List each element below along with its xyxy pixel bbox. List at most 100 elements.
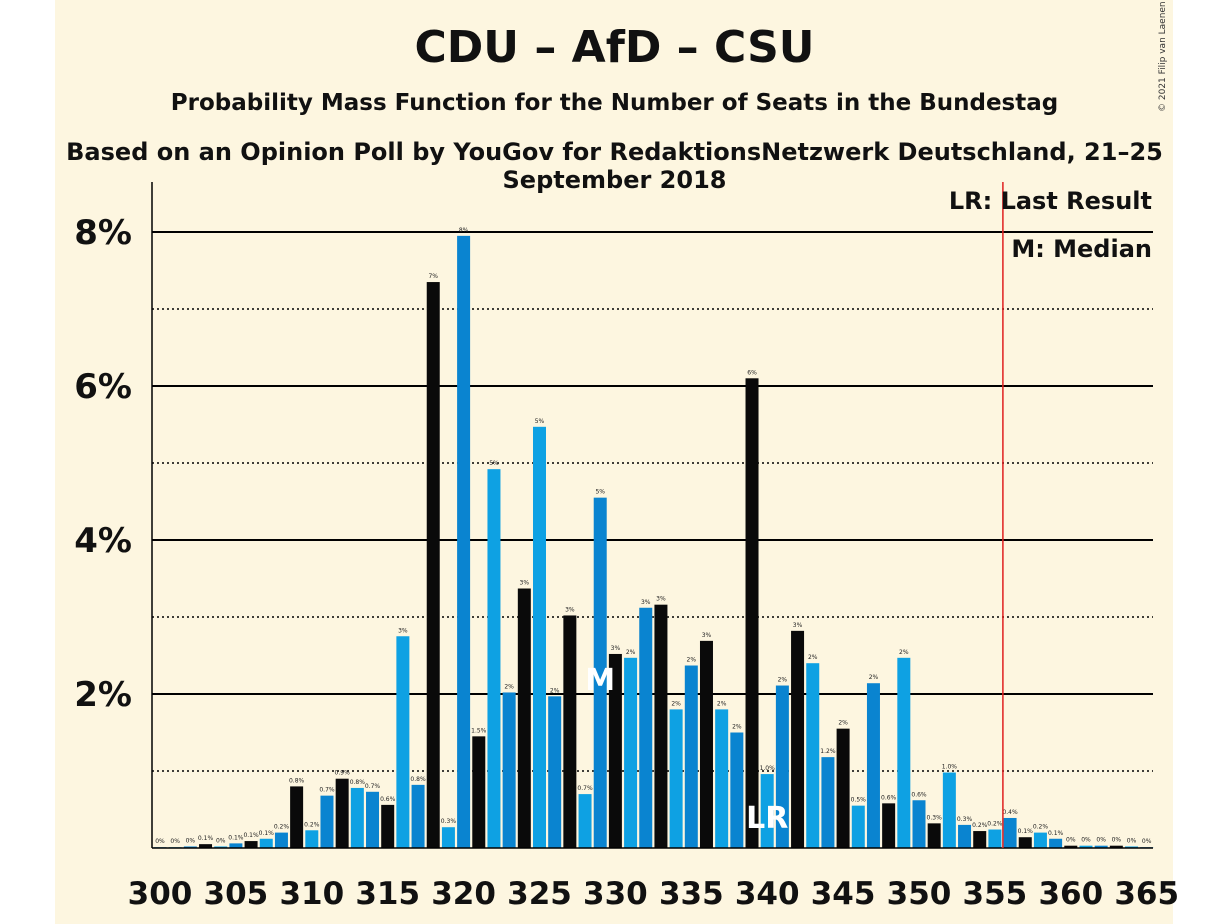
x-tick-label: 325 [507,876,572,912]
bar-label-seat-361: 0% [1081,837,1091,844]
bar-seat-342 [791,630,805,848]
bar-seat-311 [320,795,334,848]
bar-label-seat-357: 0.1% [1018,828,1034,835]
x-tick-label: 300 [128,876,193,912]
bar-seat-355 [988,829,1002,848]
bar-seat-334 [669,709,683,848]
bar-label-seat-303: 0.1% [198,835,214,842]
chart-source: Based on an Opinion Poll by YouGov for R… [66,138,1163,194]
bar-seat-349 [897,657,911,848]
y-tick-label: 4% [74,521,132,561]
bar-label-seat-365: 0% [1142,838,1152,845]
bar-label-seat-338: 2% [732,724,742,731]
bar-label-seat-314: 0.7% [365,783,381,790]
bar-label-seat-301: 0% [170,838,180,845]
bar-label-seat-319: 0.3% [441,818,457,825]
bar-label-seat-313: 0.8% [350,779,366,786]
bar-seat-339 [745,378,759,848]
x-tick-label: 355 [963,876,1028,912]
bar-series [153,235,1154,849]
grid-lines [152,231,1153,772]
bar-seat-304 [214,846,228,848]
bar-seat-346 [851,805,865,848]
bar-label-seat-341: 2% [778,677,788,684]
bar-seat-363 [1109,845,1123,848]
bar-seat-310 [305,830,319,848]
bar-label-seat-300: 0% [155,838,165,845]
bar-seat-350 [912,800,926,848]
x-tick-label: 305 [204,876,269,912]
bar-seat-320 [457,235,471,849]
bar-label-seat-307: 0.1% [259,830,275,837]
bar-label-seat-339: 6% [747,369,757,376]
bar-seat-329 [593,497,607,848]
bar-seat-317 [411,784,425,848]
bar-seat-324 [517,588,531,848]
bar-label-seat-316: 3% [398,627,408,634]
bar-label-seat-346: 0.5% [851,797,867,804]
bar-label-seat-327: 3% [565,606,575,613]
bar-seat-318 [426,282,440,848]
last-result-marker: LR [746,801,788,836]
bar-seat-341 [775,685,789,848]
bar-seat-338 [730,732,744,848]
bar-label-seat-315: 0.6% [380,796,396,803]
bar-label-seat-326: 2% [550,687,560,694]
bar-label-seat-355: 0.2% [987,821,1003,828]
bar-seat-332 [639,607,653,848]
bar-label-seat-349: 2% [899,649,909,656]
bar-label-seat-331: 2% [626,649,636,656]
bar-seat-330 [608,653,622,848]
bar-seat-364 [1125,846,1139,848]
y-tick-label: 8% [74,213,132,253]
bar-seat-362 [1094,845,1108,848]
y-tick-label: 6% [74,367,132,407]
bar-seat-358 [1033,832,1047,848]
bar-label-seat-340: 1.0% [760,765,776,772]
bar-label-seat-345: 2% [838,720,848,727]
bar-label-seat-353: 0.3% [957,816,973,823]
bar-label-seat-304: 0% [216,837,226,844]
bar-label-seat-359: 0.1% [1048,830,1064,837]
x-tick-label: 360 [1038,876,1103,912]
bar-seat-328 [578,794,592,848]
bar-label-seat-311: 0.7% [319,787,335,794]
bar-label-seat-352: 1.0% [942,764,958,771]
bar-label-seat-312: 0.9% [335,770,351,777]
bar-seat-359 [1049,838,1063,848]
bar-seat-313 [350,787,364,848]
bar-seat-361 [1079,845,1093,848]
bar-seat-312 [335,778,349,848]
chart-title: CDU – AfD – CSU [414,22,815,73]
bar-label-seat-325: 5% [535,418,545,425]
bar-seat-337 [715,709,729,848]
x-tick-label: 315 [355,876,420,912]
x-tick-label: 340 [735,876,800,912]
bar-label-seat-310: 0.2% [304,821,320,828]
bar-label-seat-360: 0% [1066,837,1076,844]
bar-label-seat-309: 0.8% [289,777,305,784]
bar-seat-343 [806,663,820,848]
bar-label-seat-305: 0.1% [228,834,244,841]
bar-label-seat-337: 2% [717,700,727,707]
chart-subtitle: Probability Mass Function for the Number… [170,90,1059,116]
x-tick-label: 330 [583,876,648,912]
bar-seat-357 [1018,837,1032,848]
bar-label-seat-362: 0% [1096,837,1106,844]
bar-seat-325 [533,426,546,848]
bar-seat-308 [274,832,288,848]
median-marker: M [585,663,615,698]
bar-seat-347 [866,683,880,848]
x-tick-label: 310 [279,876,344,912]
bar-seat-360 [1064,845,1078,848]
bar-seat-348 [882,803,896,848]
bar-seat-340 [760,774,774,848]
bar-label-seat-347: 2% [869,674,879,681]
bar-seat-307 [259,838,273,848]
bar-label-seat-343: 2% [808,654,818,661]
bar-label-seat-363: 0% [1112,837,1122,844]
bar-label-seat-344: 1.2% [820,748,836,755]
bar-label-seat-328: 0.7% [577,785,593,792]
bar-label-seat-320: 8% [459,227,469,234]
